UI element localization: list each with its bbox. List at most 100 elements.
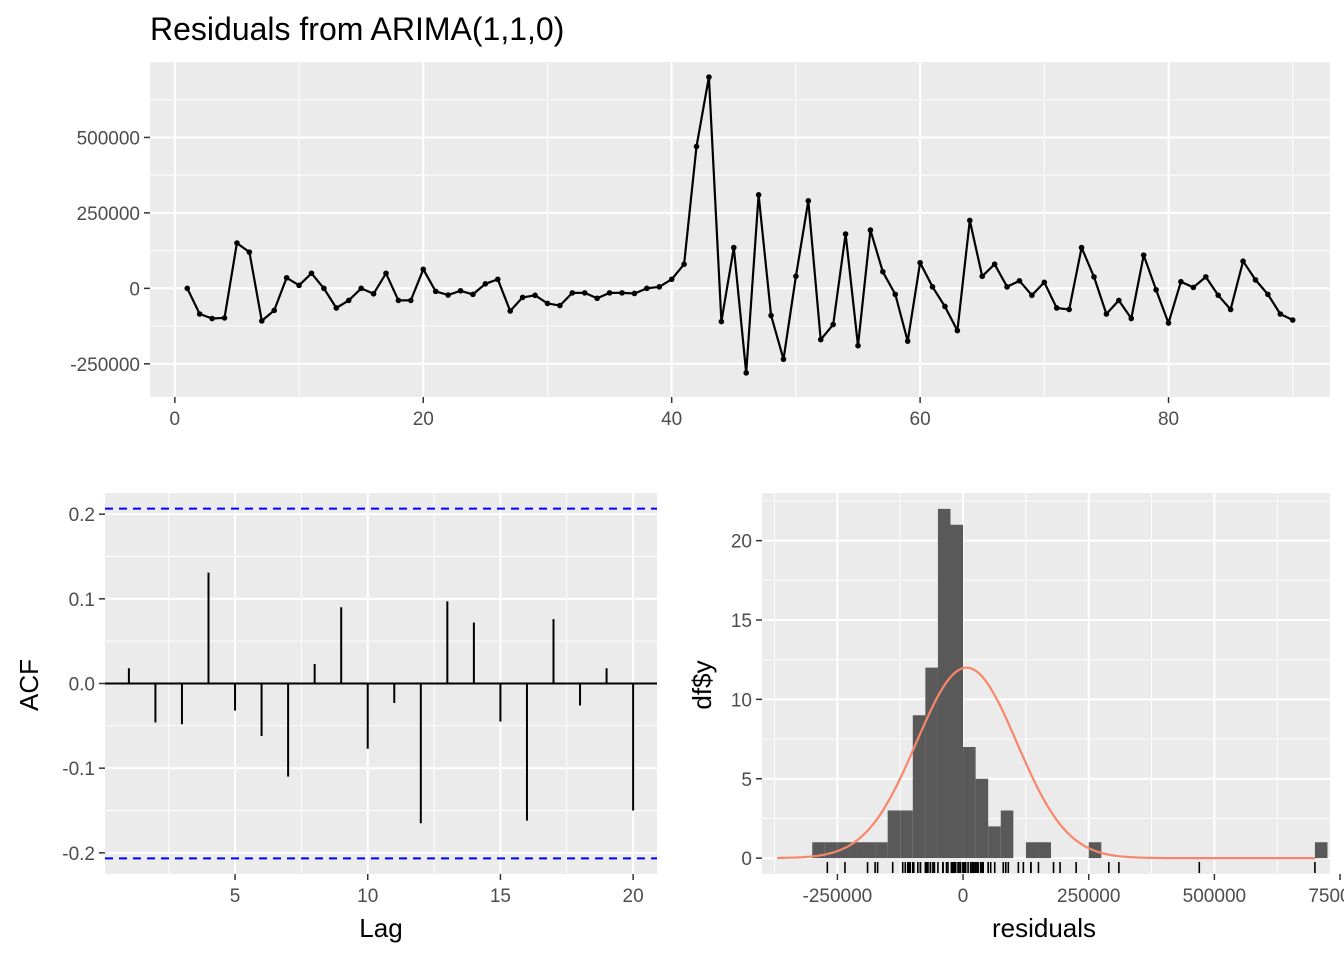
- y-tick-label: 0: [129, 279, 140, 300]
- residual-point: [432, 288, 439, 295]
- residual-point: [1153, 287, 1159, 293]
- histogram-bar: [988, 826, 1001, 859]
- residual-point: [1128, 315, 1135, 322]
- residual-point: [507, 308, 514, 314]
- histogram-bar: [950, 524, 964, 859]
- histogram-bar: [900, 810, 913, 859]
- residual-point: [1116, 297, 1122, 304]
- residual-point: [1091, 274, 1097, 280]
- residual-point: [1165, 320, 1172, 326]
- histogram-bar: [1025, 842, 1039, 859]
- histogram-y-axis-label: df$y: [687, 660, 717, 709]
- residual-point: [296, 282, 302, 289]
- residual-point: [420, 266, 427, 273]
- residual-point: [706, 74, 712, 80]
- residual-point: [1140, 252, 1147, 258]
- residual-point: [258, 318, 265, 324]
- residual-point: [1041, 279, 1048, 286]
- histogram-x-axis-label: residuals: [992, 913, 1096, 943]
- y-tick-label: -0.1: [62, 759, 95, 780]
- residual-point: [445, 292, 451, 298]
- y-tick-label: 500000: [77, 128, 140, 149]
- residual-point: [271, 307, 278, 314]
- residual-point: [904, 338, 911, 344]
- residual-point: [209, 315, 215, 322]
- residual-point: [1215, 292, 1222, 299]
- histogram-bar: [925, 667, 938, 859]
- residual-point: [730, 244, 737, 251]
- residual-point: [581, 290, 588, 296]
- residual-point: [370, 290, 377, 297]
- residual-point: [656, 284, 663, 290]
- histogram-bar: [1314, 842, 1328, 859]
- residual-point: [1066, 306, 1072, 313]
- histogram-bar: [912, 715, 926, 859]
- residual-point: [557, 302, 563, 309]
- residual-point: [755, 191, 762, 198]
- y-tick-label: 250000: [77, 204, 140, 225]
- histogram-bar: [1000, 810, 1014, 859]
- residual-point: [954, 327, 961, 334]
- residual-point: [457, 287, 464, 294]
- histogram-bar: [963, 747, 976, 859]
- residual-point: [917, 259, 923, 266]
- histogram-bar: [937, 508, 951, 859]
- y-tick-label: 0: [741, 849, 752, 870]
- x-tick-label: 750000: [1308, 886, 1344, 907]
- acf-panel: 5 10 15 20 -0.2 -0.1 0.0 0.1 0.2: [62, 493, 657, 907]
- y-tick-label: 20: [731, 532, 752, 553]
- residual-point: [606, 290, 613, 296]
- y-tick-label: -0.2: [62, 844, 95, 865]
- histogram-bar: [824, 842, 838, 859]
- x-tick-label: 20: [413, 409, 434, 430]
- residual-point: [395, 297, 402, 304]
- residual-point: [358, 285, 364, 292]
- residual-point: [867, 227, 874, 233]
- residual-point: [693, 143, 700, 150]
- residual-point: [718, 318, 725, 325]
- residual-point: [1289, 317, 1296, 323]
- histogram-bar: [887, 810, 901, 859]
- residual-point: [383, 270, 389, 277]
- x-tick-label: 80: [1158, 409, 1179, 430]
- residual-point: [830, 321, 836, 328]
- plot-background: [762, 493, 1330, 874]
- residual-point: [855, 342, 861, 349]
- residual-point: [1202, 274, 1209, 280]
- x-tick-label: 40: [661, 409, 682, 430]
- y-tick-label: 5: [741, 770, 752, 791]
- residual-point: [594, 295, 600, 302]
- residual-point: [532, 292, 538, 299]
- histogram-bar: [975, 778, 989, 859]
- residual-point: [196, 311, 203, 317]
- residual-point: [308, 270, 315, 277]
- residual-point: [619, 290, 625, 296]
- y-tick-label: -250000: [70, 355, 140, 376]
- residual-point: [979, 273, 986, 280]
- residual-point: [234, 240, 240, 246]
- y-tick-label: 0.1: [69, 590, 95, 611]
- y-tick-label: 15: [731, 611, 752, 632]
- acf-x-axis-label: Lag: [359, 913, 402, 943]
- residual-point: [644, 285, 650, 292]
- residual-point: [768, 312, 774, 319]
- x-tick-label: 250000: [1057, 886, 1120, 907]
- residual-point: [1078, 244, 1085, 251]
- residual-point: [544, 300, 551, 307]
- residual-point: [668, 276, 675, 283]
- residual-point: [1053, 305, 1060, 311]
- histogram-panel: -250000 0 250000 500000 750000 0 5 10 15 20: [731, 493, 1344, 907]
- x-tick-label: 0: [958, 886, 969, 907]
- residual-point: [929, 284, 936, 290]
- residual-point: [569, 290, 576, 296]
- residual-point: [1103, 311, 1110, 317]
- x-tick-label: 10: [357, 886, 378, 907]
- residual-point: [283, 274, 290, 281]
- residual-point: [681, 261, 687, 268]
- residual-point: [470, 291, 476, 298]
- residual-point: [966, 217, 973, 224]
- residual-point: [345, 297, 352, 304]
- normal-density-curve: [777, 666, 1315, 860]
- residual-point: [1178, 278, 1184, 285]
